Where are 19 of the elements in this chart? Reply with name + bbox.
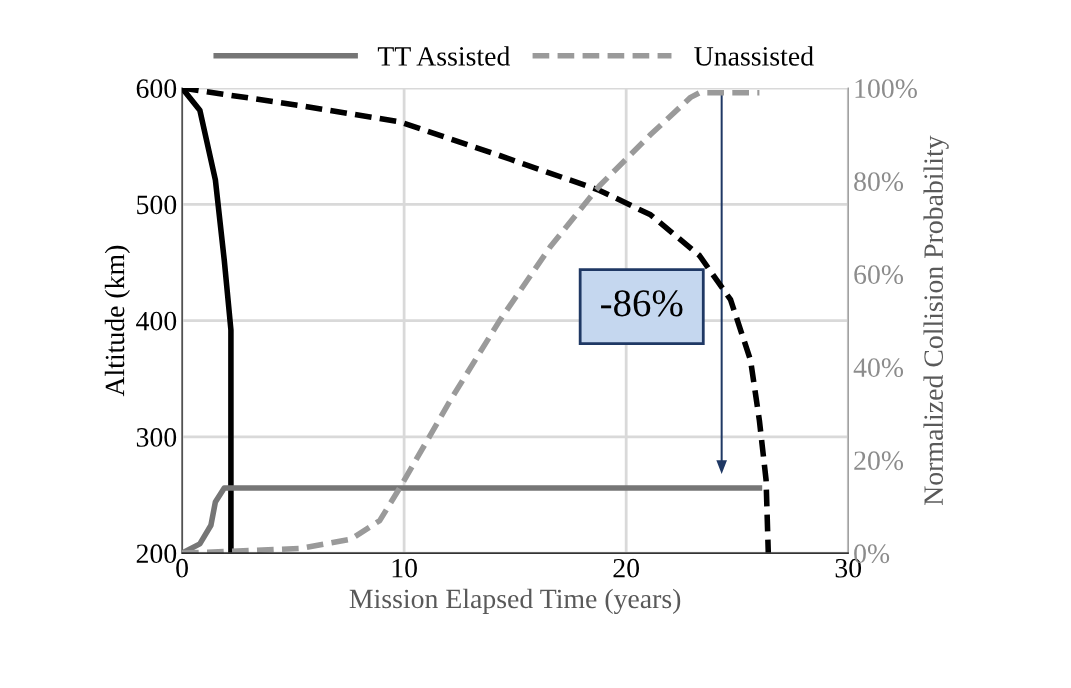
x-axis-title: Mission Elapsed Time (years): [349, 588, 681, 615]
y2-tick-label: 80%: [854, 172, 904, 192]
y-axis-title: Altitude (km): [104, 245, 130, 397]
x-tick-label: 10: [392, 558, 417, 578]
annotation: -86%: [601, 290, 683, 317]
y-tick-label: 200: [136, 544, 177, 564]
y-tick-label: 400: [136, 311, 177, 331]
x-tick-label: 0: [176, 558, 188, 578]
y2-tick-label: 20%: [854, 451, 904, 471]
y2-tick-label: 60%: [854, 265, 904, 285]
y2-tick-label: 100%: [855, 79, 917, 99]
y2-tick-label: 40%: [853, 358, 904, 378]
y-tick-label: 500: [137, 195, 177, 215]
legend-label: Unassisted: [694, 46, 814, 66]
y-tick-label: 600: [136, 79, 177, 98]
x-tick-label: 20: [613, 558, 640, 578]
y2-axis-title: Normalized Collision Probability: [923, 135, 949, 505]
legend-label: TT Assisted: [377, 46, 511, 66]
y-tick-label: 300: [136, 428, 177, 447]
